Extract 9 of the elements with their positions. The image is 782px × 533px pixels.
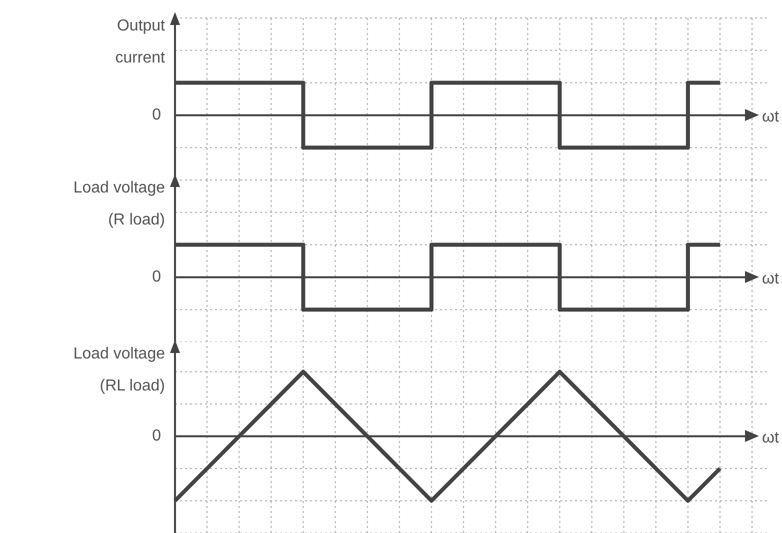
text: 0 xyxy=(152,106,162,124)
x-axis-title: ωt xyxy=(762,270,780,288)
y-axis-title: Load voltage (R load) xyxy=(73,179,166,228)
x-axis-title: ωt xyxy=(762,430,780,447)
text: 0 xyxy=(152,268,162,286)
x-axis-title: ωt xyxy=(762,108,780,126)
text: 0 xyxy=(152,428,162,445)
y-axis-title: Output current xyxy=(115,17,166,66)
y-axis-title: Load voltage (RL load) xyxy=(73,345,166,394)
